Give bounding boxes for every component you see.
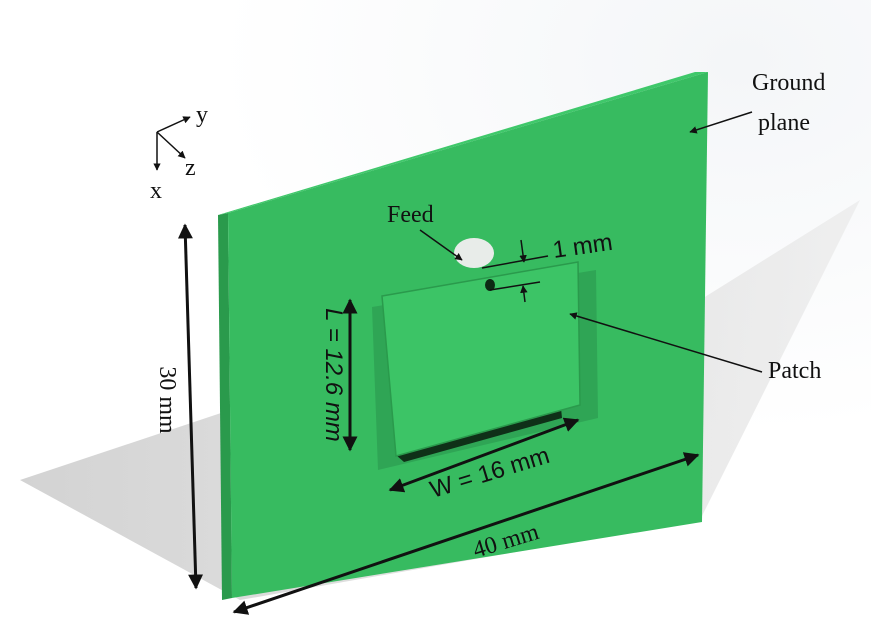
feed-hole [454, 238, 494, 268]
dimension-label: 30 mm [154, 366, 180, 434]
label: plane [758, 110, 810, 136]
axis-label: x [150, 178, 162, 204]
axis-label: y [196, 102, 208, 128]
label: Ground [752, 70, 825, 96]
diagram: y z x Ground plane Feed 1 mm Patch L = 1… [0, 0, 871, 620]
dimension-label: L = 12.6 mm [320, 308, 347, 442]
label: Patch [768, 358, 821, 384]
axis-label: z [185, 155, 196, 181]
label: Feed [387, 202, 434, 228]
